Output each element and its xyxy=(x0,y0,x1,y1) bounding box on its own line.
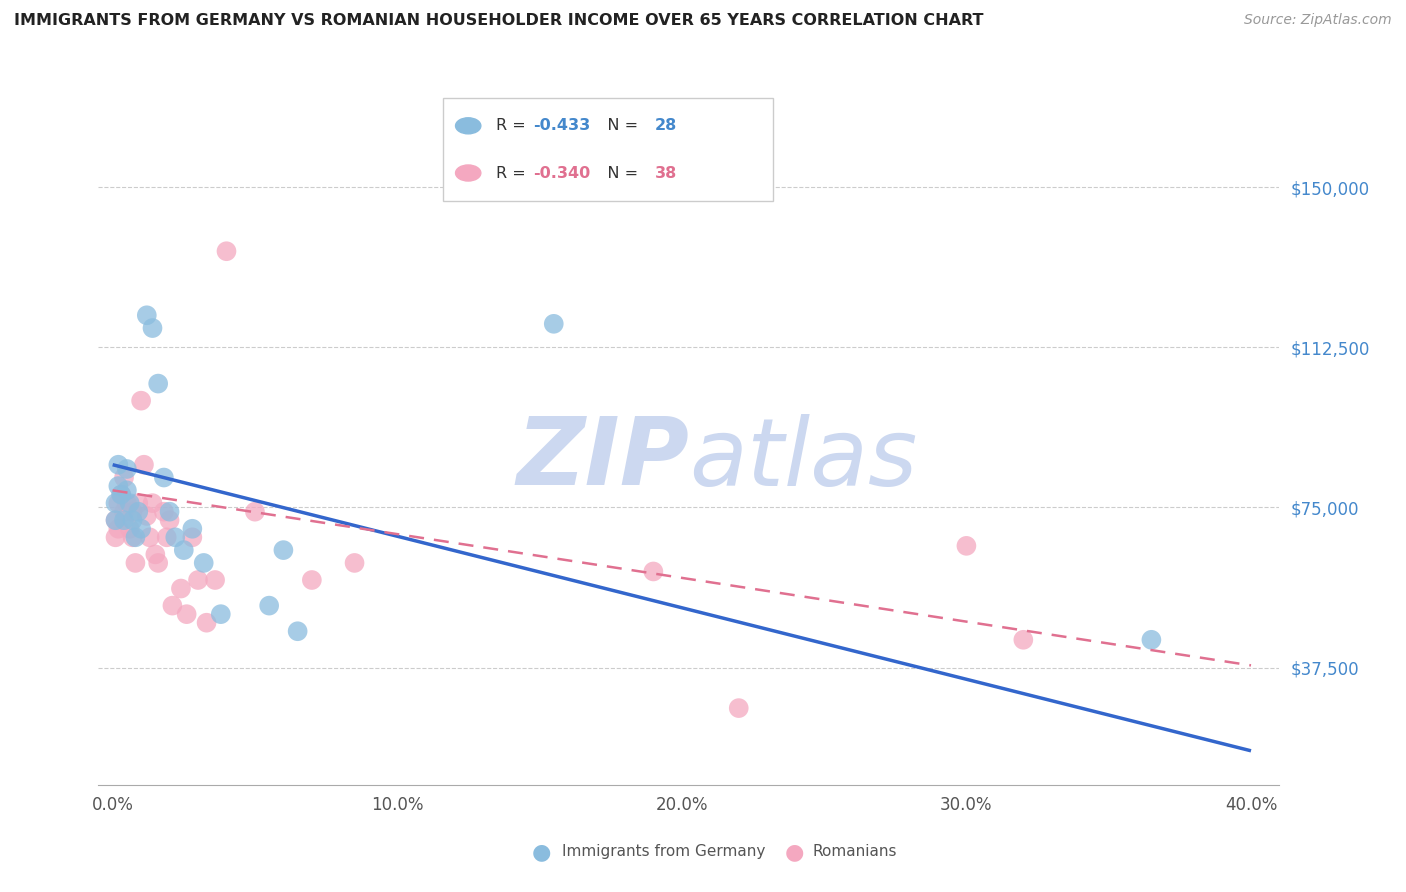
Text: N =: N = xyxy=(592,166,643,180)
Point xyxy=(643,565,665,579)
Point xyxy=(143,548,166,562)
Text: -0.340: -0.340 xyxy=(533,166,591,180)
Text: Romanians: Romanians xyxy=(813,845,897,859)
Text: 28: 28 xyxy=(655,119,678,133)
Point xyxy=(215,244,238,259)
Point xyxy=(107,522,129,536)
Text: IMMIGRANTS FROM GERMANY VS ROMANIAN HOUSEHOLDER INCOME OVER 65 YEARS CORRELATION: IMMIGRANTS FROM GERMANY VS ROMANIAN HOUS… xyxy=(14,13,984,29)
Point xyxy=(159,505,181,519)
Text: 38: 38 xyxy=(655,166,678,180)
Point xyxy=(204,573,226,587)
Point xyxy=(287,624,309,639)
Point xyxy=(301,573,323,587)
Point xyxy=(127,496,149,510)
Point xyxy=(104,530,127,544)
Point xyxy=(727,701,749,715)
Point xyxy=(173,543,195,558)
Point xyxy=(1140,632,1163,647)
Point xyxy=(243,505,266,519)
Point xyxy=(257,599,280,613)
Text: ZIP: ZIP xyxy=(516,413,689,506)
Point xyxy=(118,496,141,510)
Point xyxy=(115,483,138,498)
Text: Immigrants from Germany: Immigrants from Germany xyxy=(562,845,766,859)
Text: -0.433: -0.433 xyxy=(533,119,591,133)
Point xyxy=(107,496,129,510)
Point xyxy=(162,599,184,613)
Point xyxy=(187,573,209,587)
Text: ●: ● xyxy=(785,842,804,862)
Point xyxy=(107,479,129,493)
Point xyxy=(165,530,187,544)
Point xyxy=(121,530,143,544)
Point xyxy=(124,530,146,544)
Point xyxy=(148,556,170,570)
Point xyxy=(104,513,127,527)
Point xyxy=(112,513,135,527)
Text: ●: ● xyxy=(531,842,551,862)
Point xyxy=(121,513,143,527)
Text: atlas: atlas xyxy=(689,414,917,505)
Point xyxy=(107,458,129,472)
Point xyxy=(112,505,135,519)
Point xyxy=(141,321,163,335)
Point xyxy=(129,522,152,536)
Point xyxy=(104,496,127,510)
Point xyxy=(138,530,160,544)
Point xyxy=(135,308,157,322)
Point xyxy=(181,522,204,536)
Text: N =: N = xyxy=(592,119,643,133)
Point xyxy=(955,539,977,553)
Point xyxy=(110,487,132,501)
Point xyxy=(170,582,193,596)
Point xyxy=(129,393,152,408)
Point xyxy=(176,607,198,622)
Point xyxy=(209,607,232,622)
Point xyxy=(115,462,138,476)
Point xyxy=(132,458,155,472)
Point xyxy=(104,513,127,527)
Point xyxy=(543,317,565,331)
Point xyxy=(121,505,143,519)
Text: R =: R = xyxy=(496,166,531,180)
Point xyxy=(273,543,295,558)
Point xyxy=(193,556,215,570)
Point xyxy=(343,556,366,570)
Point xyxy=(135,508,157,523)
Point xyxy=(141,496,163,510)
Point xyxy=(112,470,135,484)
Point xyxy=(153,470,176,484)
Point xyxy=(181,530,204,544)
Point xyxy=(124,556,146,570)
Point xyxy=(115,496,138,510)
Point xyxy=(195,615,218,630)
Point xyxy=(159,513,181,527)
Point xyxy=(110,487,132,501)
Point xyxy=(156,530,179,544)
Point xyxy=(148,376,170,391)
Point xyxy=(127,505,149,519)
Point xyxy=(118,522,141,536)
Text: R =: R = xyxy=(496,119,531,133)
Point xyxy=(153,505,176,519)
Text: Source: ZipAtlas.com: Source: ZipAtlas.com xyxy=(1244,13,1392,28)
Point xyxy=(1012,632,1035,647)
